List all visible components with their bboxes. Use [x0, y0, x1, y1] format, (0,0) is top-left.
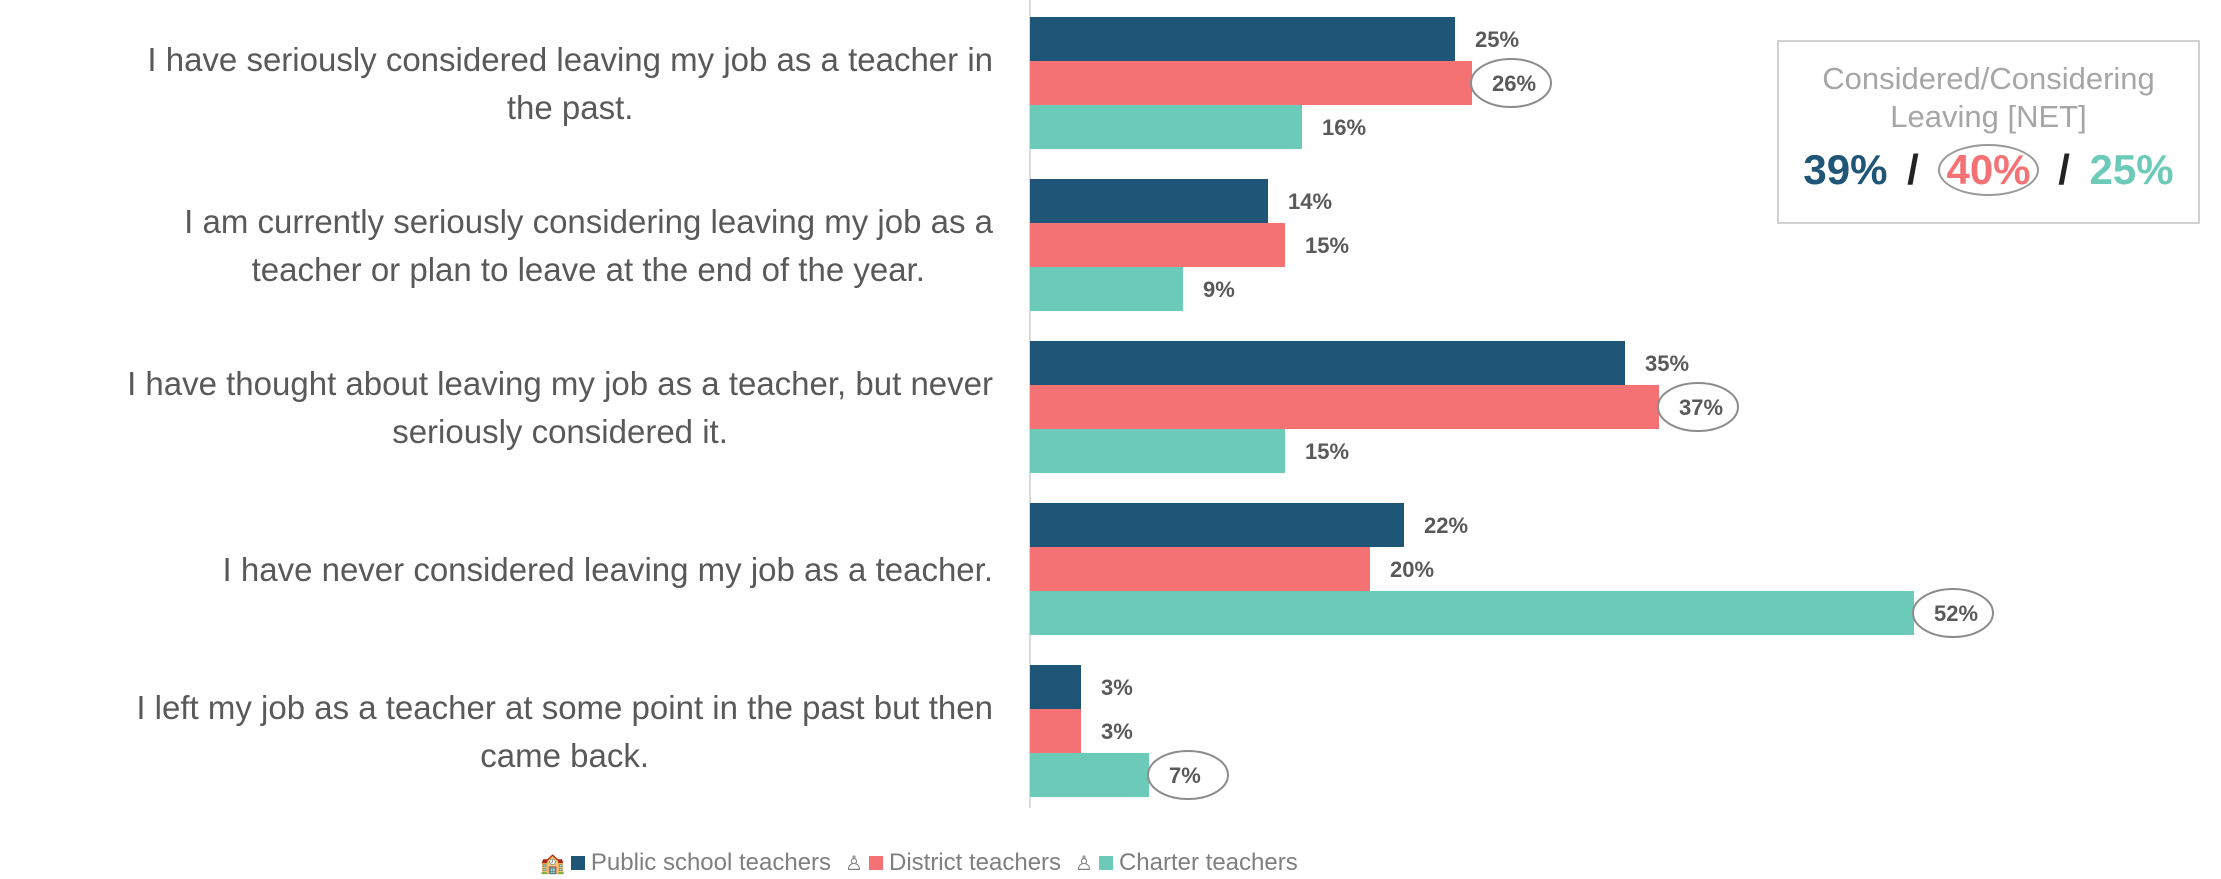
data-label: 3% — [1101, 675, 1133, 700]
net-value-charter: 25% — [2089, 146, 2174, 193]
legend-label-public: Public school teachers — [590, 849, 832, 876]
net-summary-values: 39% / 40% / 25% — [1779, 144, 2198, 196]
bar-district — [1030, 547, 1370, 591]
highlight-circle — [1657, 382, 1739, 432]
data-label: 35% — [1645, 351, 1689, 376]
bar-public — [1030, 179, 1268, 223]
bar-charter — [1030, 267, 1183, 311]
labels-layer: I have seriously considered leaving my j… — [127, 27, 1994, 800]
bar-district — [1030, 709, 1081, 753]
legend-swatch-charter — [1098, 856, 1113, 870]
bar-charter — [1030, 105, 1302, 149]
category-label: I have never considered leaving my job a… — [223, 551, 993, 588]
bars-layer — [1030, 17, 1914, 797]
data-label: 26% — [1492, 71, 1536, 96]
legend-item-charter: Charter teachers — [1098, 849, 1298, 877]
bar-charter — [1030, 591, 1914, 635]
data-label: 25% — [1475, 27, 1519, 52]
bar-district — [1030, 385, 1659, 429]
category-label: I have thought about leaving my job as a… — [127, 365, 993, 402]
net-summary-title: Considered/Considering Leaving [NET] — [1822, 61, 2155, 134]
legend-swatch-public — [570, 856, 585, 870]
teacher-icon: ♙ — [1075, 852, 1093, 875]
bar-district — [1030, 223, 1285, 267]
net-value-district: 40% — [1938, 144, 2039, 196]
category-label: came back. — [480, 737, 649, 774]
category-label: the past. — [507, 89, 634, 126]
legend-swatch-district — [868, 856, 883, 870]
legend-label-charter: Charter teachers — [1118, 849, 1298, 876]
category-label: teacher or plan to leave at the end of t… — [252, 251, 925, 288]
chart-legend: 🏫 Public school teachers ♙ District teac… — [540, 848, 1312, 878]
data-label: 3% — [1101, 719, 1133, 744]
school-icon: 🏫 — [540, 852, 565, 875]
bar-district — [1030, 61, 1472, 105]
data-label: 14% — [1288, 189, 1332, 214]
highlight-circle — [1470, 58, 1552, 108]
bar-public — [1030, 503, 1404, 547]
data-label: 15% — [1305, 233, 1349, 258]
data-label: 7% — [1169, 763, 1201, 788]
category-label: I am currently seriously considering lea… — [184, 203, 994, 240]
category-label: seriously considered it. — [392, 413, 728, 450]
data-label: 20% — [1390, 557, 1434, 582]
legend-label-district: District teachers — [888, 849, 1062, 876]
legend-item-district: District teachers — [868, 849, 1062, 877]
bar-charter — [1030, 429, 1285, 473]
data-label: 37% — [1679, 395, 1723, 420]
category-label: I left my job as a teacher at some point… — [136, 689, 993, 726]
category-label: I have seriously considered leaving my j… — [147, 41, 993, 78]
net-separator: / — [2058, 146, 2070, 193]
net-summary-box: Considered/Considering Leaving [NET] 39%… — [1777, 40, 2200, 224]
teacher-icon: ♙ — [845, 852, 863, 875]
data-label: 16% — [1322, 115, 1366, 140]
highlight-circle — [1912, 588, 1994, 638]
data-label: 22% — [1424, 513, 1468, 538]
highlight-circle — [1147, 750, 1229, 800]
legend-item-public: Public school teachers — [570, 849, 832, 877]
net-separator: / — [1907, 146, 1919, 193]
data-label: 15% — [1305, 439, 1349, 464]
bar-public — [1030, 17, 1455, 61]
data-label: 52% — [1934, 601, 1978, 626]
data-label: 9% — [1203, 277, 1235, 302]
bar-charter — [1030, 753, 1149, 797]
bar-public — [1030, 341, 1625, 385]
net-value-public: 39% — [1803, 146, 1888, 193]
bar-public — [1030, 665, 1081, 709]
